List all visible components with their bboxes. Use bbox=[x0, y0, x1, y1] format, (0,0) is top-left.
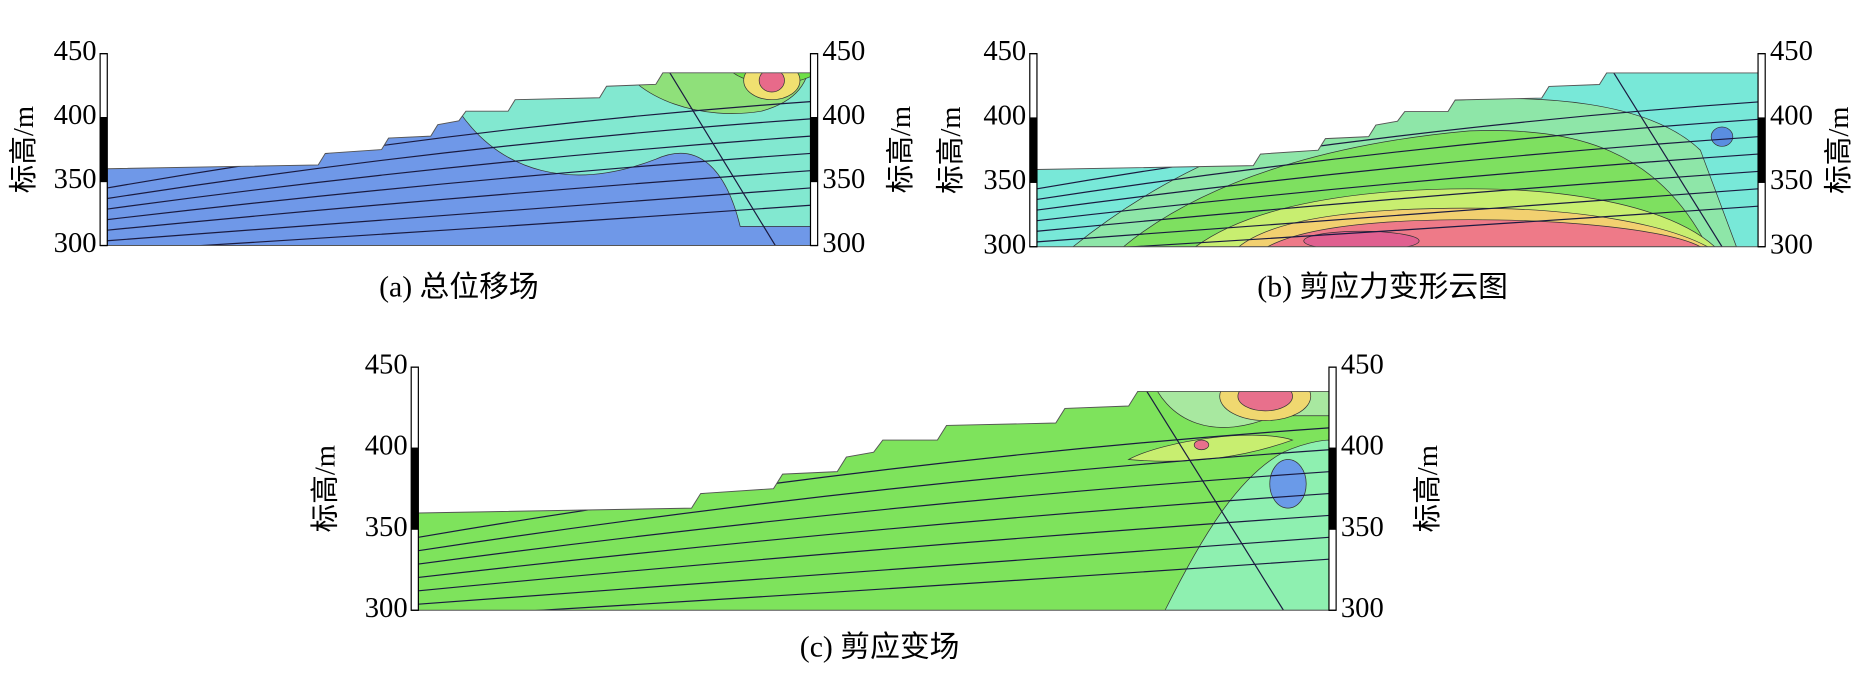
caption: (a) 总位移场 bbox=[379, 270, 539, 303]
y-tick-label: 400 bbox=[1770, 101, 1813, 132]
strata-line bbox=[418, 471, 1329, 565]
y-tick-label: 300 bbox=[54, 228, 97, 259]
y-tick-label: 300 bbox=[983, 229, 1026, 260]
strata-line bbox=[418, 492, 1329, 579]
y-tick-label: 350 bbox=[1341, 512, 1384, 543]
contour-region bbox=[1303, 230, 1420, 247]
y-tick-label: 450 bbox=[983, 36, 1026, 67]
y-tick-label: 400 bbox=[983, 101, 1026, 132]
elevation-bar-mark bbox=[1029, 117, 1037, 183]
fault-line bbox=[1613, 72, 1723, 247]
y-tick-label: 300 bbox=[1341, 593, 1384, 624]
y-tick-label: 300 bbox=[1770, 229, 1813, 260]
y-tick-label: 450 bbox=[1341, 350, 1384, 381]
y-tick-label: 400 bbox=[365, 431, 408, 462]
contour-field bbox=[418, 391, 1329, 611]
y-axis-label: 标高/m bbox=[8, 106, 40, 193]
y-tick-label: 450 bbox=[822, 36, 865, 67]
strata-line bbox=[107, 101, 811, 189]
y-tick-label: 300 bbox=[822, 228, 865, 259]
y-tick-label: 400 bbox=[1341, 431, 1384, 462]
y-tick-label: 350 bbox=[54, 164, 97, 195]
strata-line bbox=[107, 135, 811, 210]
strata-line bbox=[418, 449, 1329, 552]
strata-line bbox=[1036, 136, 1759, 211]
strata-line bbox=[107, 152, 811, 221]
contour-region bbox=[758, 72, 785, 93]
caption: (b) 剪应力变形云图 bbox=[1257, 270, 1508, 303]
y-tick-label: 300 bbox=[365, 593, 408, 624]
y-axis-label: 标高/m bbox=[885, 106, 917, 193]
contour-region bbox=[1710, 126, 1734, 147]
y-axis-label: 标高/m bbox=[935, 106, 967, 193]
strata-line bbox=[1036, 170, 1759, 232]
y-tick-label: 450 bbox=[54, 36, 97, 67]
y-tick-label: 350 bbox=[365, 512, 408, 543]
caption: (c) 剪应变场 bbox=[800, 630, 960, 663]
fault-line bbox=[669, 72, 776, 246]
figure-body: 300 350 400 450 标高/m 300 350 400 450 标高/m (a) 总位移场… bbox=[8, 36, 1855, 663]
elevation-bar-mark bbox=[100, 117, 108, 182]
strata-line bbox=[107, 170, 811, 231]
y-tick-label: 350 bbox=[1770, 165, 1813, 196]
contour-region bbox=[1269, 459, 1307, 509]
y-tick-label: 450 bbox=[1770, 36, 1813, 67]
strata-line bbox=[418, 514, 1329, 592]
y-tick-label: 450 bbox=[365, 350, 408, 381]
elevation-bar-mark bbox=[810, 117, 818, 182]
elevation-bar-mark bbox=[411, 448, 419, 530]
contour-field bbox=[107, 72, 811, 246]
panel: 300 350 400 450 标高/m 300 350 400 450 标高/m (c) 剪应变场 bbox=[309, 350, 1444, 664]
y-axis-label: 标高/m bbox=[1823, 106, 1855, 193]
y-tick-label: 400 bbox=[54, 100, 97, 131]
strata-line bbox=[418, 558, 1329, 611]
fault-line bbox=[1146, 391, 1284, 611]
strata-line bbox=[1036, 153, 1759, 222]
panel: 300 350 400 450 标高/m 300 350 400 450 标高/m (a) 总位移场 bbox=[8, 36, 917, 303]
elevation-bar-mark bbox=[1758, 117, 1766, 183]
y-tick-label: 350 bbox=[983, 165, 1026, 196]
y-tick-label: 350 bbox=[822, 164, 865, 195]
y-axis-label: 标高/m bbox=[1412, 445, 1444, 532]
strata-line bbox=[107, 118, 811, 200]
strata-line bbox=[1036, 101, 1759, 190]
contour-field bbox=[1036, 72, 1759, 247]
contour-region bbox=[1237, 391, 1293, 412]
strata-line bbox=[418, 427, 1329, 538]
strata-line bbox=[1036, 118, 1759, 201]
y-axis-label: 标高/m bbox=[309, 445, 341, 532]
y-tick-label: 400 bbox=[822, 100, 865, 131]
elevation-bar-mark bbox=[1328, 448, 1337, 530]
panel: 300 350 400 450 标高/m 300 350 400 450 标高/m (b) 剪应力变… bbox=[935, 36, 1855, 303]
contour-region bbox=[1193, 439, 1210, 451]
